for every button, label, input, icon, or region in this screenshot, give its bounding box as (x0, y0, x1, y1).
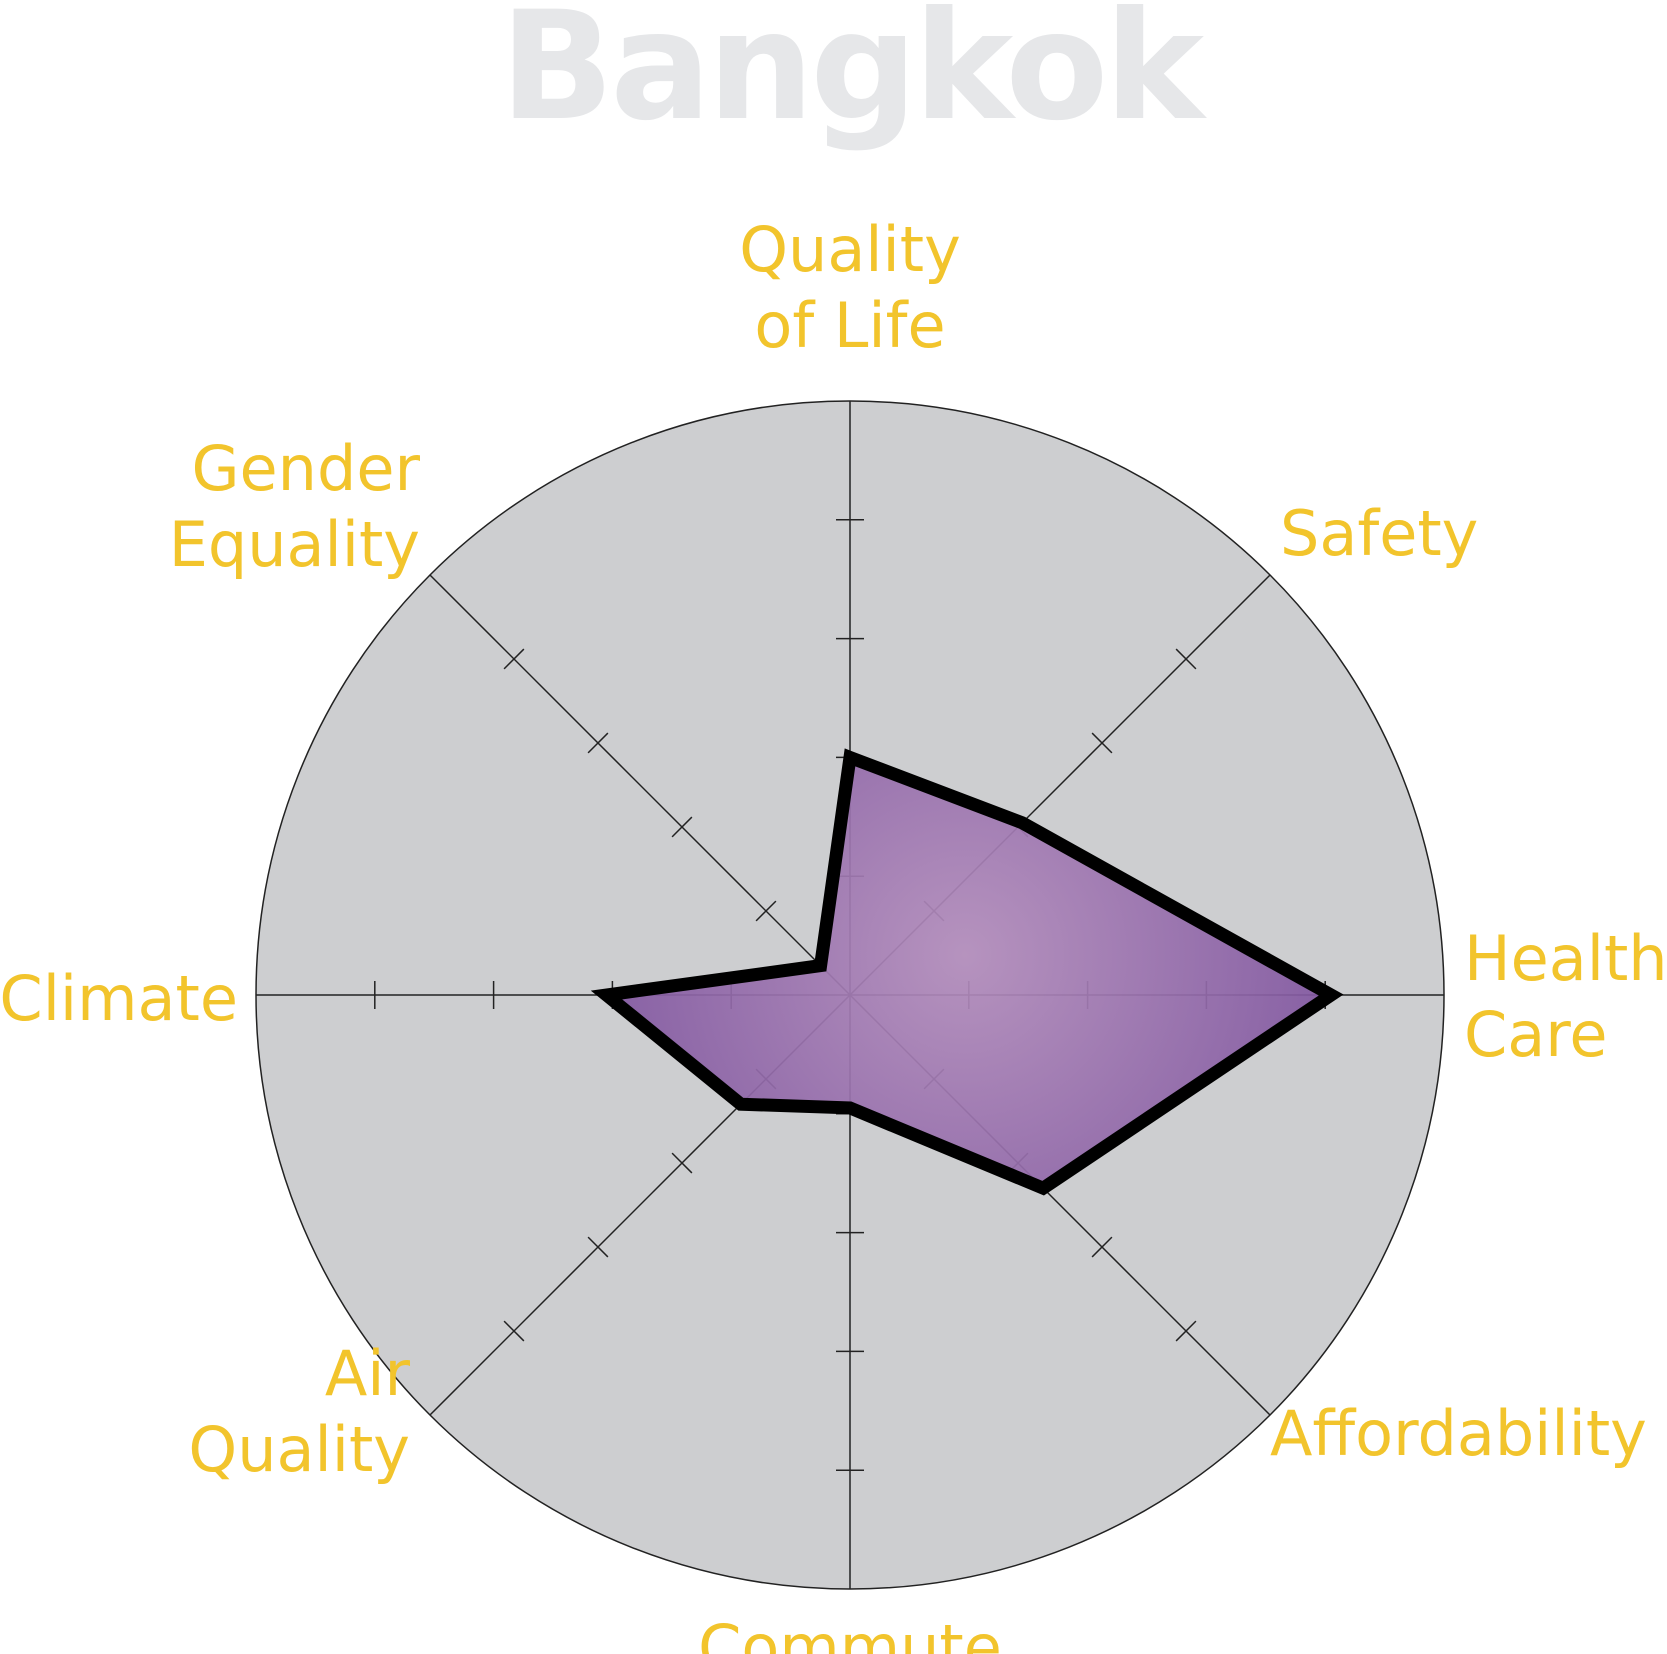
axis-tick (1175, 1320, 1197, 1342)
axis-label: Commute (698, 1611, 1002, 1654)
axis-tick (1091, 732, 1113, 754)
axis-label: Safety (1280, 497, 1478, 570)
axis-tick (587, 1236, 609, 1258)
axis-tick (1175, 648, 1197, 670)
axis-label: Climate (0, 962, 238, 1035)
axis-label-line: of Life (754, 289, 945, 362)
axis-tick (671, 1152, 693, 1174)
axis-tick (1091, 1236, 1113, 1258)
axis-label-line: Safety (1280, 497, 1478, 570)
axis-label-line: Air (325, 1337, 411, 1410)
axis-label-line: Health (1464, 922, 1667, 995)
axis-label: Quality of Life (739, 213, 961, 362)
axis-label: Affordability (1270, 1397, 1647, 1470)
chart-title: Bangkok (500, 0, 1207, 154)
axis-tick (503, 1320, 525, 1342)
axis-tick (587, 732, 609, 754)
axis-label-line: Quality (739, 213, 961, 286)
axis-line (429, 574, 851, 996)
axis-label-line: Affordability (1270, 1397, 1647, 1470)
axis-tick (671, 816, 693, 838)
axis-label-line: Equality (169, 508, 420, 581)
axis-tick (755, 900, 777, 922)
axis-label-line: Quality (188, 1413, 410, 1486)
axis-label-line: Gender (191, 432, 420, 505)
axis-tick (503, 648, 525, 670)
axis-label: Gender Equality (169, 432, 421, 581)
axis-label-line: Care (1464, 998, 1608, 1071)
series-polygon (590, 748, 1344, 1196)
axis-label: Health Care (1464, 922, 1667, 1071)
axis-label-line: Commute (698, 1611, 1002, 1654)
axis-label: Air Quality (188, 1337, 410, 1486)
axis-label-line: Climate (0, 962, 238, 1035)
